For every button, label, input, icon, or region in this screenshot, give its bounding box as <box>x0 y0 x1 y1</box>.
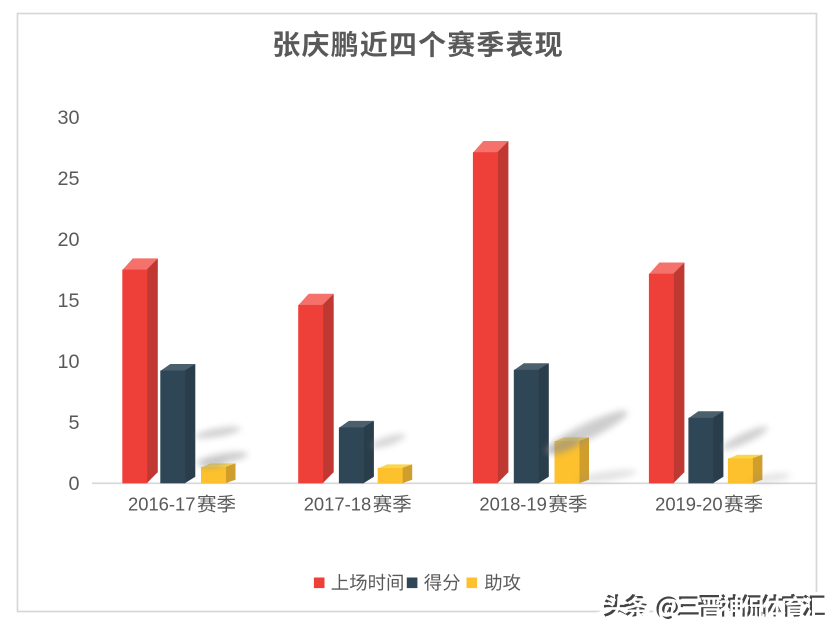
svg-text:2018-19: 2018-19 <box>479 494 547 515</box>
svg-text:2019-20: 2019-20 <box>655 494 723 515</box>
svg-text:30: 30 <box>57 107 79 129</box>
svg-text:2017-18: 2017-18 <box>304 494 372 515</box>
svg-text:5: 5 <box>68 412 79 434</box>
svg-text:10: 10 <box>57 351 79 373</box>
svg-text:25: 25 <box>57 168 79 190</box>
svg-text:2016-17: 2016-17 <box>128 494 196 515</box>
svg-text:20: 20 <box>57 229 79 251</box>
svg-text:15: 15 <box>57 290 79 312</box>
svg-text:0: 0 <box>68 473 79 495</box>
